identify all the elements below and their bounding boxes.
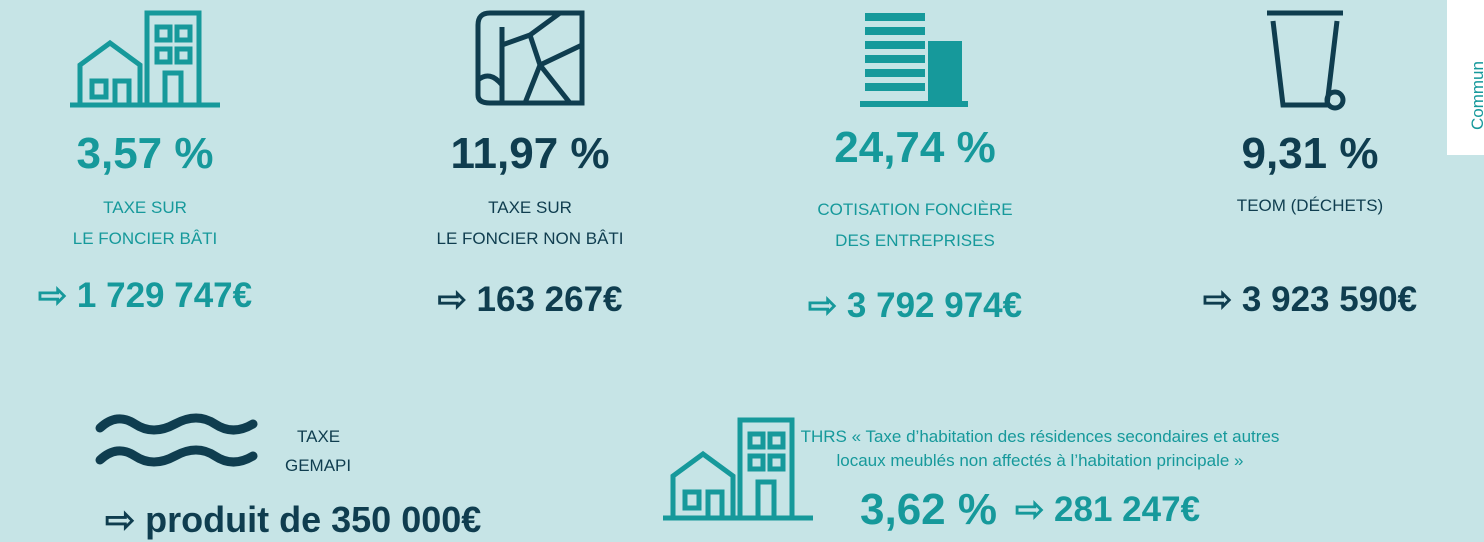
label: LE FONCIER NON BÂTI (436, 229, 624, 248)
label: COTISATION FONCIÈRE (817, 200, 1013, 219)
label: TAXE (297, 427, 341, 446)
amount: ⇨ produit de 350 000€ (105, 499, 482, 540)
rate: 3,57 % (76, 129, 214, 178)
rate: 3,62 % (860, 485, 997, 534)
label: TAXE SUR (103, 198, 187, 217)
waves-icon (95, 413, 258, 467)
amount: ⇨ 3 923 590€ (1202, 280, 1418, 319)
amount: ⇨ 3 792 974€ (807, 286, 1023, 325)
rate: 11,97 % (450, 129, 610, 178)
side-tab-text: Commun (1468, 61, 1484, 130)
rate: 24,74 % (834, 123, 996, 172)
amount: ⇨ 1 729 747€ (37, 276, 253, 315)
building-icon (70, 10, 220, 108)
label: TEOM (DÉCHETS) (1236, 196, 1384, 215)
label: locaux meublés non affectés à l’habitati… (836, 451, 1244, 470)
rate: 9,31 % (1241, 129, 1379, 178)
label: THRS « Taxe d’habitation des résidences … (800, 427, 1280, 446)
label: TAXE SUR (488, 198, 572, 217)
label: DES ENTREPRISES (835, 231, 995, 250)
bin-icon (1267, 10, 1346, 111)
office-tower-icon (860, 13, 968, 107)
amount: ⇨ 281 247€ (1015, 490, 1201, 529)
building-icon (663, 417, 813, 521)
side-tab: Commun (1447, 0, 1484, 155)
label: GEMAPI (285, 456, 352, 475)
amount: ⇨ 163 267€ (437, 280, 623, 319)
map-icon (475, 10, 585, 106)
label: LE FONCIER BÂTI (72, 229, 218, 248)
